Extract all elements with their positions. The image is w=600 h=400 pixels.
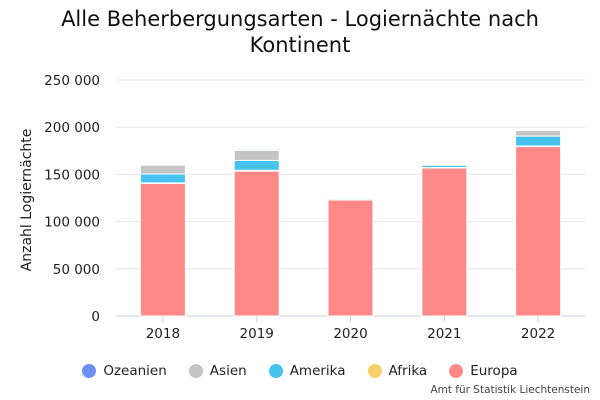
bar-segment-europa-2020: [327, 199, 374, 317]
bar-segment-ozeanien-2021: [421, 164, 468, 166]
legend-item-europa[interactable]: Europa: [449, 363, 518, 379]
chart-title-line-2: Kontinent: [249, 33, 351, 57]
legend-label-asien: Asien: [209, 363, 247, 379]
y-tick-label: 200 000: [44, 120, 100, 136]
legend-swatch-ozeanien: [82, 364, 97, 378]
legend-swatch-europa: [449, 364, 464, 378]
bar-segment-europa-2021: [421, 167, 468, 317]
y-tick-label: 50 000: [53, 262, 100, 278]
bar-segment-asien-2019: [233, 150, 280, 161]
x-tick-label: 2021: [427, 326, 461, 342]
bar-segment-amerika-2019: [233, 159, 280, 171]
y-axis-label: Anzahl Logiernächte: [19, 129, 35, 272]
legend-swatch-amerika: [268, 364, 283, 378]
bar-segment-ozeanien-2019: [233, 148, 280, 152]
bar-segment-asien-2022: [515, 129, 562, 137]
y-tick-label: 150 000: [44, 167, 100, 183]
x-tick-label: 2020: [333, 326, 367, 342]
bar-segment-amerika-2018: [139, 173, 186, 184]
x-tick-label: 2019: [240, 326, 274, 342]
y-tick-label: 100 000: [44, 215, 100, 231]
bar-segment-europa-2022: [515, 146, 562, 317]
legend-label-ozeanien: Ozeanien: [103, 363, 167, 379]
bar-segment-ozeanien-2018: [139, 164, 186, 166]
legend-item-afrika[interactable]: Afrika: [367, 363, 428, 379]
legend-item-amerika[interactable]: Amerika: [268, 363, 346, 379]
legend-label-afrika: Afrika: [388, 363, 428, 379]
bar-segment-asien-2018: [139, 164, 186, 175]
legend-item-asien[interactable]: Asien: [188, 363, 247, 379]
bar-segment-europa-2018: [139, 182, 186, 317]
x-tick-label: 2022: [521, 326, 555, 342]
bar-segment-europa-2019: [233, 170, 280, 317]
legend-item-ozeanien[interactable]: Ozeanien: [82, 363, 167, 379]
x-tick-label: 2018: [146, 326, 180, 342]
source-credit[interactable]: Amt für Statistik Liechtenstein: [430, 384, 590, 396]
legend-swatch-afrika: [367, 364, 382, 378]
bar-segment-ozeanien-2020: [327, 196, 374, 199]
y-tick-label: 0: [91, 309, 100, 325]
legend-swatch-asien: [188, 364, 203, 378]
bar-segment-amerika-2022: [515, 135, 562, 147]
y-tick-label: 250 000: [44, 73, 100, 89]
chart-title-line-1: Alle Beherbergungsarten - Logiernächte n…: [61, 7, 539, 31]
chart-title: Alle Beherbergungsarten - Logiernächte n…: [0, 6, 600, 58]
legend-label-amerika: Amerika: [289, 363, 346, 379]
chart-legend: Ozeanien Asien Amerika Afrika Europa: [0, 363, 600, 379]
bar-segment-ozeanien-2022: [515, 129, 562, 132]
legend-label-europa: Europa: [470, 363, 518, 379]
